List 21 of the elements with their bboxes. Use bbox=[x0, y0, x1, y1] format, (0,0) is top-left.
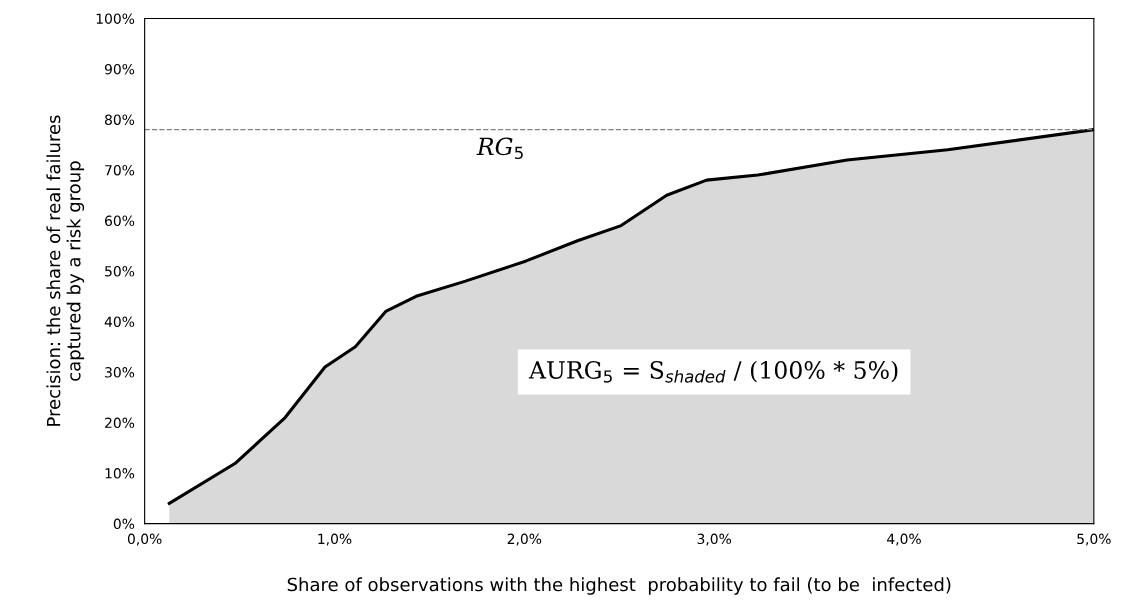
x-tick-label: 3,0% bbox=[697, 533, 732, 546]
y-tick-label: 70% bbox=[105, 164, 135, 176]
y-tick-label: 50% bbox=[105, 266, 135, 277]
y-tick-label: 30% bbox=[105, 367, 135, 378]
y-tick-label: 20% bbox=[105, 417, 135, 429]
x-tick-label: 5,0% bbox=[1077, 533, 1111, 546]
y-tick-label: 10% bbox=[105, 468, 135, 479]
y-tick-label: 0% bbox=[113, 518, 135, 530]
ref-line-label: RG$_{5}$ bbox=[476, 137, 523, 160]
x-axis-title: Share of observations with the highest probability to fail (to be infected) bbox=[287, 577, 951, 595]
y-tick-label: 90% bbox=[104, 63, 135, 75]
y-tick-label: 80% bbox=[104, 114, 135, 125]
x-tick-label: 0,0% bbox=[127, 533, 162, 546]
annotation: AURG$_{5}$ = S$_{shaded}$ / (100% * 5%) bbox=[528, 360, 898, 383]
y-axis-title: Precision: the share of real failures captured by a risk group bbox=[46, 115, 85, 426]
x-tick-label: 2,0% bbox=[507, 533, 542, 546]
y-tick-label: 60% bbox=[105, 215, 135, 226]
x-tick-label: 4,0% bbox=[887, 533, 921, 546]
y-tick-label: 40% bbox=[104, 316, 135, 328]
y-tick-label: 100% bbox=[96, 13, 135, 24]
x-tick-label: 1,0% bbox=[318, 533, 352, 546]
